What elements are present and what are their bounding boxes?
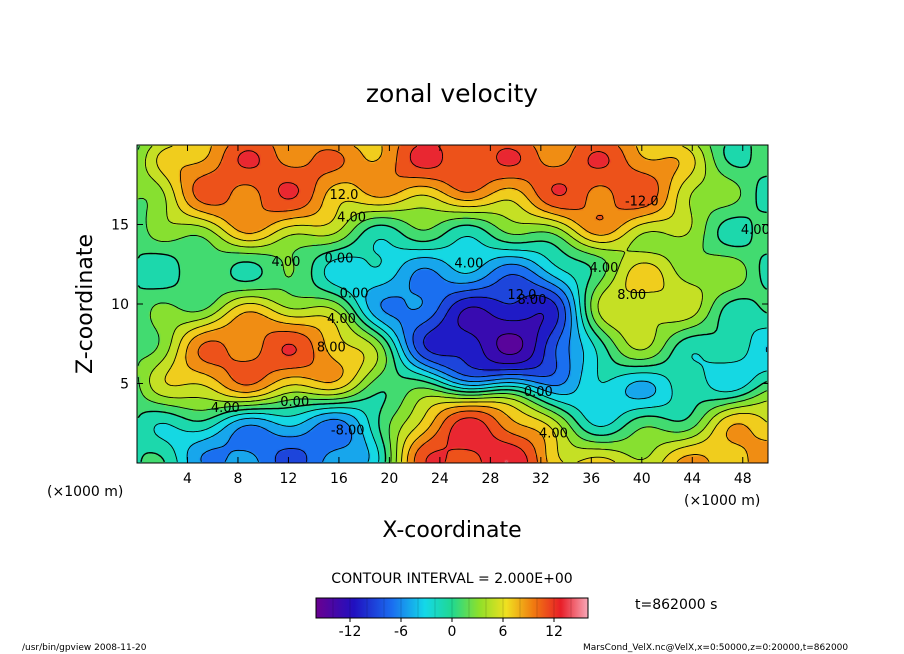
colorbar-segments [332,598,572,618]
contour-lines [137,145,768,463]
colorbar-tick-label: -6 [394,624,408,640]
contour-line [186,256,768,462]
contour-line [423,294,559,371]
colorbar-tick-label: -12 [339,624,362,640]
x-unit-label-right: (×1000 m) [684,493,760,509]
x-tick-label: 44 [683,471,701,487]
contour-line [179,145,767,463]
x-tick-label: 40 [633,471,651,487]
contour-label: 8.00 [317,341,346,356]
contour-label: 0.00 [324,252,353,267]
chart-title: zonal velocity [366,79,538,108]
contour-label: 12.0 [507,288,536,303]
contour-label: -12.0 [625,194,659,209]
contour-line [137,145,768,463]
contour-line [137,146,767,462]
colorbar-tick-label: 12 [545,624,563,640]
x-tick-label: 48 [734,471,752,487]
contour-label: 12.0 [329,188,358,203]
contour-line [153,236,767,462]
contour-line [457,306,545,365]
contour-labels: 12.0 -12.04.004.004.00 0.00 4.0012.08.004.0… [211,188,770,442]
contour-label: 4.00 [539,427,568,442]
x-tick-label: 12 [280,471,298,487]
y-tick-label: 5 [120,377,129,393]
contour-label: 4.00 [327,312,356,327]
colorbar-tick-label: 6 [499,624,508,640]
contour-line [156,145,767,463]
contour-line [237,145,610,462]
contour-label: 4.00 [337,210,366,225]
contour-line [274,274,566,462]
contour-line [144,145,767,462]
y-tick-label: 10 [111,297,129,313]
x-axis: 4 8 12 16 20 24 28 32 36 40 44 48 [183,145,752,487]
contour-interval-text: CONTOUR INTERVAL = 2.000E+00 [331,571,572,587]
footer-right: MarsCond_VelX.nc@VelX,x=0:50000,z=0:2000… [583,643,848,653]
time-text: t=862000 s [635,597,717,613]
x-tick-label: 36 [582,471,600,487]
contour-label: 0.00 [280,395,309,410]
contour-label: 4.00 [454,256,483,271]
contour-label: 8.00 [617,288,646,303]
contour-label: 8.00 [518,293,547,308]
contour-label: 4.00 [589,261,618,276]
x-tick-label: 20 [380,471,398,487]
contour-label: 4.00 [211,401,240,416]
contour-label: -8.00 [331,423,365,438]
contour-label: 4.00 [271,255,300,270]
plot-area: 12.0 -12.04.004.004.00 0.00 4.0012.08.004.0… [137,145,770,463]
colorbar-tick-label: 0 [448,624,457,640]
contour-line [496,333,524,356]
x-tick-label: 16 [330,471,348,487]
footer-left: /usr/bin/gpview 2008-11-20 [22,643,147,653]
contour-label: 0.00 [340,287,369,302]
x-tick-label: 28 [481,471,499,487]
x-tick-label: 24 [431,471,449,487]
contour-line [192,145,659,462]
x-tick-label: 8 [233,471,242,487]
x-unit-label-left: (×1000 m) [47,484,123,500]
x-axis-title: X-coordinate [382,518,521,543]
y-tick-label: 15 [111,218,129,234]
x-tick-label: 4 [183,471,192,487]
colorbar-ticks: -12 -6 0 6 12 [339,618,563,640]
contour-line [200,263,572,463]
contour-label: 4.00 [741,223,770,238]
y-axis: 5 10 15 [111,218,768,393]
contour-label: 0.00 [524,385,553,400]
y-axis-title: Z-coordinate [73,234,98,374]
x-tick-label: 32 [532,471,550,487]
